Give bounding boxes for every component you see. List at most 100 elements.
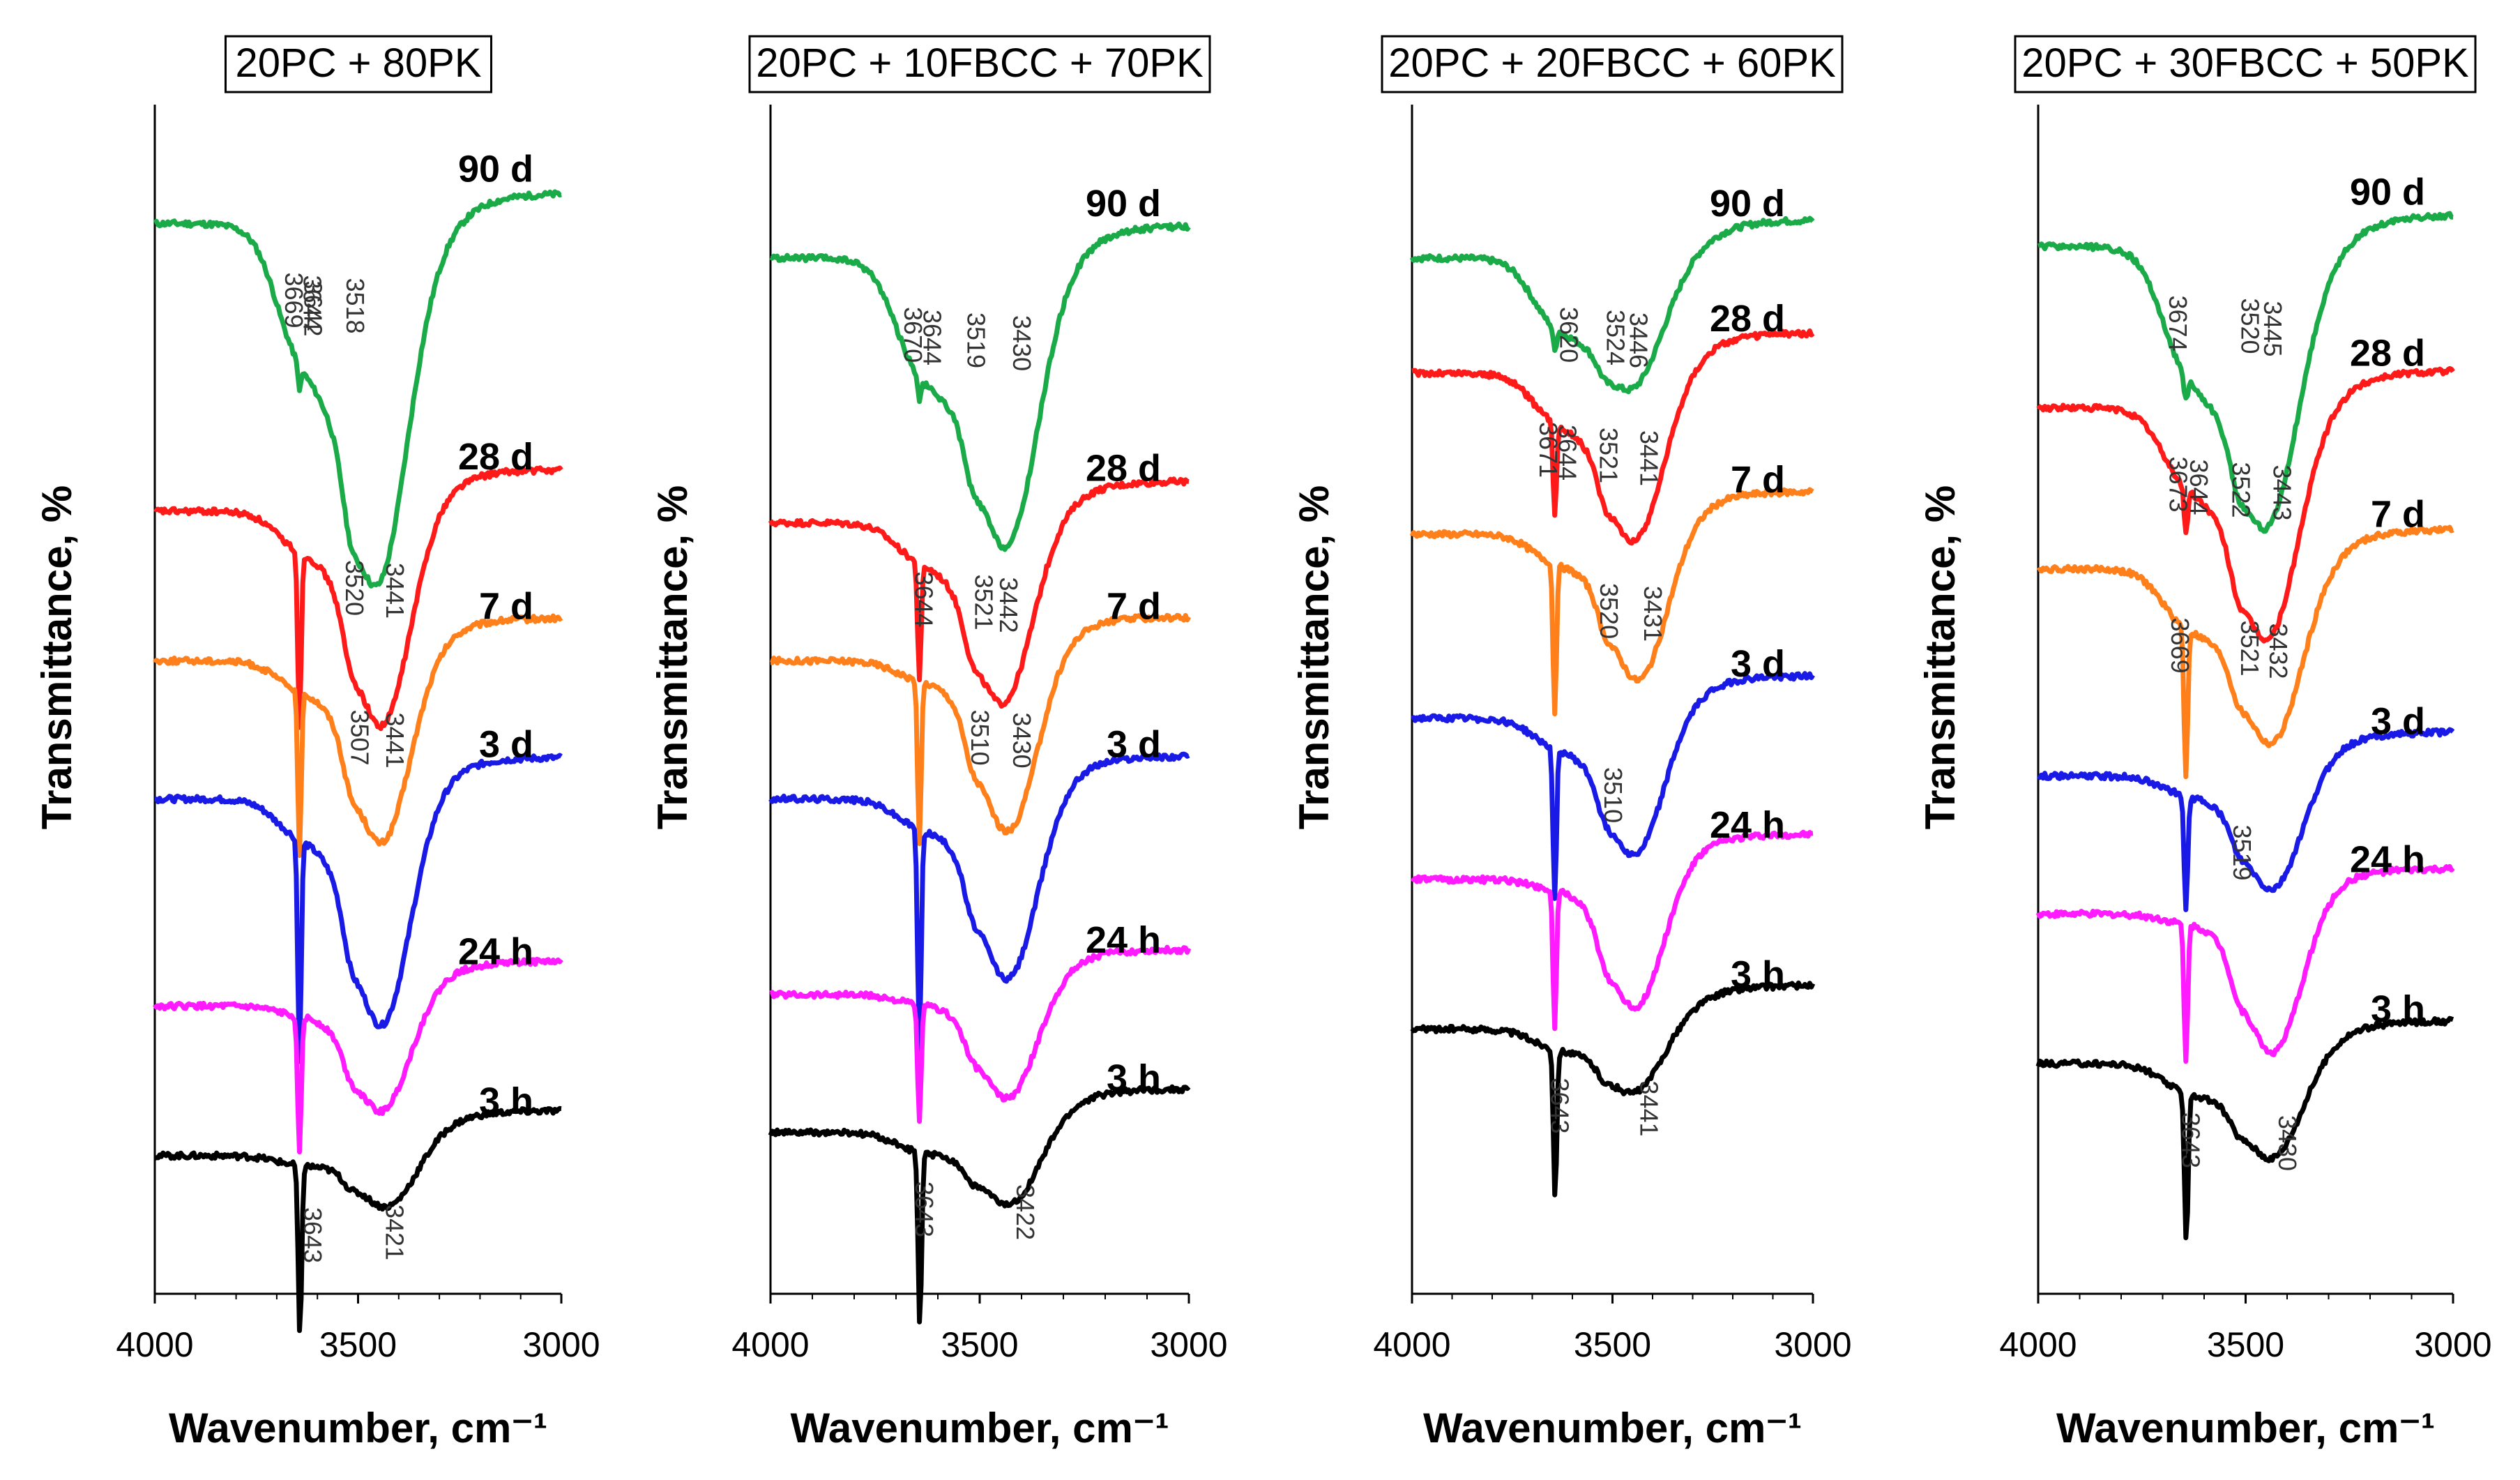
series-label: 90 d xyxy=(2350,172,2425,213)
peak-annotation: 3669 xyxy=(2166,618,2194,674)
x-tick-label: 3500 xyxy=(1574,1325,1651,1364)
x-tick-label: 3000 xyxy=(2414,1325,2491,1364)
y-axis-label: Transmittance, % xyxy=(33,485,80,830)
peak-annotation: 3643 xyxy=(298,1207,327,1263)
series-label: 3 h xyxy=(1731,954,1785,996)
series-line-24h xyxy=(1410,829,1814,1032)
peak-annotation: 3524 xyxy=(1602,310,1630,365)
peak-annotation: 3522 xyxy=(2226,462,2255,518)
series-line-3h xyxy=(1410,980,1816,1198)
x-tick-label: 3000 xyxy=(1150,1325,1227,1364)
peak-annotation: 3520 xyxy=(340,560,369,616)
series-label: 3 d xyxy=(1107,724,1161,766)
peak-annotation: 3519 xyxy=(2228,825,2256,881)
peak-annotation: 3644 xyxy=(2185,460,2213,515)
peak-annotation: 3519 xyxy=(962,312,991,368)
peak-annotation: 3644 xyxy=(298,275,327,331)
series-line-3h xyxy=(2035,1015,2454,1241)
series-label: 24 h xyxy=(458,931,533,973)
peak-annotation: 3642 xyxy=(299,281,328,337)
peak-annotation: 3432 xyxy=(2264,624,2293,679)
peak-annotation: 3431 xyxy=(1639,586,1667,642)
peak-annotation: 3430 xyxy=(1008,713,1036,769)
series-lines xyxy=(768,221,1192,1324)
peak-annotation: 3520 xyxy=(2236,299,2265,354)
series-label: 7 d xyxy=(1731,459,1785,501)
peak-annotation: 3518 xyxy=(341,278,370,334)
series-line-28d xyxy=(2036,365,2455,644)
series-label: 3 h xyxy=(2371,988,2425,1030)
series-line-28d xyxy=(1411,328,1815,546)
series-lines xyxy=(153,189,563,1334)
peak-annotation: 3644 xyxy=(1554,425,1582,481)
series-line-3d xyxy=(153,753,563,1064)
panel-title-box xyxy=(1381,35,1844,93)
y-axis-label: Transmittance, % xyxy=(649,485,696,830)
series-line-90d xyxy=(1409,216,1815,395)
peak-annotation: 3507 xyxy=(345,710,374,766)
series-label: 24 h xyxy=(2350,839,2425,881)
peak-annotation: 3521 xyxy=(2236,621,2264,677)
series-label: 3 d xyxy=(479,724,533,766)
y-axis-label: Transmittance, % xyxy=(1291,485,1337,830)
panel-title-box xyxy=(748,35,1211,93)
series-lines xyxy=(2035,211,2455,1241)
series-label: 3 d xyxy=(1731,643,1785,685)
series-label: 28 d xyxy=(1086,448,1161,490)
series-line-7d xyxy=(769,612,1192,847)
peak-annotation: 3670 xyxy=(899,307,927,363)
peak-annotation: 3422 xyxy=(1011,1184,1040,1240)
x-tick-label: 4000 xyxy=(116,1325,193,1364)
peak-annotation: 3441 xyxy=(1634,430,1663,486)
peak-annotation: 3446 xyxy=(1625,312,1653,368)
x-ticks: 4000 3500 3000 xyxy=(116,1294,600,1364)
peak-annotation: 3643 xyxy=(910,1181,939,1237)
peak-annotation: 3644 xyxy=(910,572,939,628)
peak-annotation: 3620 xyxy=(1555,307,1584,363)
panel-title-text: 20PC + 10FBCC + 70PK xyxy=(756,40,1204,86)
peak-annotation: 3674 xyxy=(2164,296,2192,352)
panel-title: 20PC + 10FBCC + 70PK xyxy=(748,35,1211,93)
peak-annotation: 3520 xyxy=(1595,583,1623,639)
series-line-90d xyxy=(2037,211,2454,534)
series-line-3h xyxy=(153,1105,563,1334)
peak-annotation: 3643 xyxy=(2176,1112,2205,1168)
x-tick-label: 3500 xyxy=(319,1325,397,1364)
x-tick-label: 3500 xyxy=(2207,1325,2284,1364)
series-label: 3 h xyxy=(1107,1057,1161,1099)
series-label: 24 h xyxy=(1710,804,1785,846)
peak-annotation: 3441 xyxy=(381,563,409,619)
peak-annotation: 3521 xyxy=(1594,428,1623,483)
peak-annotation: 3644 xyxy=(918,310,947,365)
peak-annotation: 3441 xyxy=(381,713,409,769)
panel-title-box xyxy=(225,35,492,93)
panel-title-text: 20PC + 20FBCC + 60PK xyxy=(1388,40,1836,86)
peak-annotation: 3430 xyxy=(2273,1115,2302,1171)
series-line-3h xyxy=(768,1084,1191,1324)
series-label: 3 h xyxy=(479,1080,533,1122)
series-line-7d xyxy=(2036,524,2454,780)
peak-annotation: 3421 xyxy=(381,1205,409,1260)
panel-title: 20PC + 20FBCC + 60PK xyxy=(1381,35,1844,93)
series-lines xyxy=(1409,216,1816,1198)
peak-annotation: 3510 xyxy=(1599,767,1627,823)
series-line-7d xyxy=(153,613,563,859)
peak-annotation: 3430 xyxy=(1008,315,1036,371)
panel-title-text: 20PC + 30FBCC + 50PK xyxy=(2021,40,2469,86)
series-label: 28 d xyxy=(1710,298,1785,340)
x-tick-label: 3000 xyxy=(522,1325,600,1364)
x-tick-label: 4000 xyxy=(1373,1325,1450,1364)
series-line-28d xyxy=(768,476,1190,709)
series-label: 28 d xyxy=(458,436,533,478)
x-axis-label: Wavenumber, cm⁻¹ xyxy=(169,1405,547,1451)
series-line-3d xyxy=(2036,727,2455,912)
x-axis-label: Wavenumber, cm⁻¹ xyxy=(1423,1405,1802,1451)
series-label: 7 d xyxy=(479,586,533,628)
series-label: 28 d xyxy=(2350,333,2425,375)
series-label: 90 d xyxy=(1086,183,1161,225)
series-line-7d xyxy=(1409,487,1814,717)
x-ticks: 4000 3500 3000 xyxy=(1373,1294,1852,1364)
series-label: 24 h xyxy=(1086,919,1161,961)
x-axis-label: Wavenumber, cm⁻¹ xyxy=(791,1405,1169,1451)
series-line-24h xyxy=(769,944,1192,1124)
